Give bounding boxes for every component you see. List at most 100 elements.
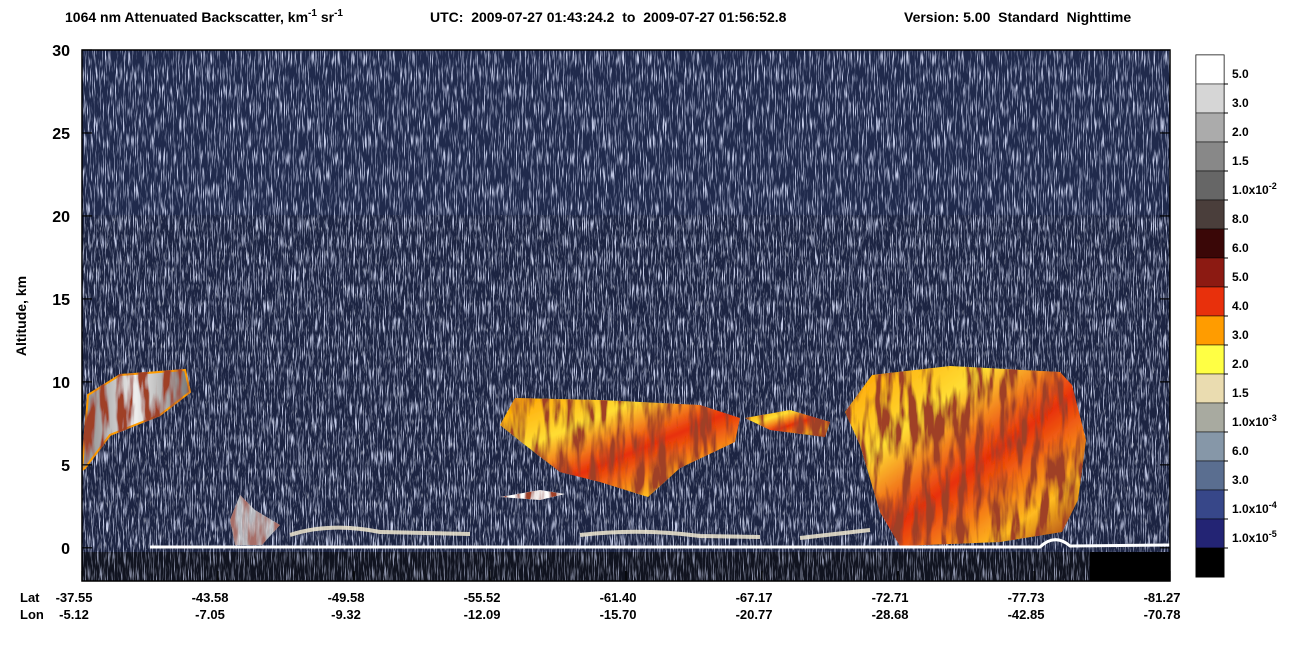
y-tick-label: 20 <box>52 209 70 226</box>
colorbar-box <box>1195 257 1225 288</box>
colorbar-label: 2.0 <box>1232 357 1249 371</box>
colorbar-label: 1.0x10-5 <box>1232 529 1277 545</box>
colorbar-label-text: 2.0 <box>1232 357 1249 371</box>
x-tick-label: -43.58 <box>192 590 229 605</box>
colorbar-label: 1.0x10-3 <box>1232 413 1277 429</box>
subsurface-dark <box>1090 552 1170 581</box>
colorbar-box <box>1195 170 1225 201</box>
x-tick-label: -7.05 <box>195 607 225 622</box>
colorbar-box <box>1195 54 1225 85</box>
surface <box>150 538 1170 549</box>
colorbar-label-text: 3.0 <box>1232 96 1249 110</box>
colorbar-label: 3.0 <box>1232 96 1249 110</box>
colorbar-box <box>1195 518 1225 549</box>
cloud <box>230 495 280 545</box>
colorbar-box <box>1195 83 1225 114</box>
colorbar-label-text: 1.0x10 <box>1232 183 1269 197</box>
colorbar-label-text: 5.0 <box>1232 270 1249 284</box>
colorbar-label-text: 2.0 <box>1232 125 1249 139</box>
colorbar-label: 2.0 <box>1232 125 1249 139</box>
x-tick-label: -9.32 <box>331 607 361 622</box>
colorbar-label-text: 6.0 <box>1232 241 1249 255</box>
colorbar-label-exp: -2 <box>1269 181 1277 191</box>
title-sup: -1 <box>308 8 317 19</box>
colorbar-label: 1.0x10-2 <box>1232 181 1277 197</box>
y-tick-label: 10 <box>52 375 70 392</box>
x-tick-label: -77.73 <box>1008 590 1045 605</box>
colorbar-label: 8.0 <box>1232 212 1249 226</box>
colorbar-label: 1.5 <box>1232 386 1249 400</box>
x-tick-label: -37.55 <box>56 590 93 605</box>
colorbar-box <box>1195 547 1225 578</box>
cloud <box>82 368 192 472</box>
low-cloud <box>289 525 871 540</box>
x-tick-label: -42.85 <box>1008 607 1045 622</box>
colorbar-label: 1.5 <box>1232 154 1249 168</box>
y-tick-label: 0 <box>61 541 70 558</box>
colorbar-label-text: 1.0x10 <box>1232 531 1269 545</box>
x-tick-label: -15.70 <box>600 607 637 622</box>
colorbar-label-text: 1.0x10 <box>1232 502 1269 516</box>
colorbar-box <box>1195 315 1225 346</box>
colorbar-label: 4.0 <box>1232 299 1249 313</box>
cloud <box>500 490 565 500</box>
colorbar-box <box>1195 431 1225 462</box>
y-tick-label: 5 <box>61 458 70 475</box>
x-tick-label: -67.17 <box>736 590 773 605</box>
colorbar-label-exp: -3 <box>1269 413 1277 423</box>
colorbar-label-exp: -4 <box>1269 500 1277 510</box>
y-axis-label: Altitude, km <box>13 276 29 356</box>
colorbar-label: 3.0 <box>1232 473 1249 487</box>
colorbar-label: 6.0 <box>1232 444 1249 458</box>
colorbar-label: 1.0x10-4 <box>1232 500 1277 516</box>
colorbar-box <box>1195 344 1225 375</box>
colorbar-box <box>1195 199 1225 230</box>
colorbar-label: 5.0 <box>1232 67 1249 81</box>
x-row-name: Lon <box>20 607 44 622</box>
colorbar-label-text: 3.0 <box>1232 473 1249 487</box>
cloud <box>745 410 830 437</box>
chart-title: 1064 nm Attenuated Backscatter, km-1 sr-… <box>65 8 343 25</box>
colorbar-box <box>1195 373 1225 404</box>
y-tick-label: 30 <box>52 43 70 60</box>
title-sup: -1 <box>334 8 343 19</box>
cloud <box>845 366 1086 546</box>
y-tick-label: 25 <box>52 126 70 143</box>
title-part: sr <box>317 9 335 25</box>
colorbar-label-text: 3.0 <box>1232 328 1249 342</box>
colorbar-box <box>1195 112 1225 143</box>
title-part: 1064 nm Attenuated Backscatter, km <box>65 9 308 25</box>
colorbar-box <box>1195 286 1225 317</box>
x-tick-label: -28.68 <box>872 607 909 622</box>
colorbar-label-text: 5.0 <box>1232 67 1249 81</box>
x-tick-label: -5.12 <box>59 607 89 622</box>
x-row-name: Lat <box>20 590 40 605</box>
colorbar-label-text: 1.0x10 <box>1232 415 1269 429</box>
clouds <box>82 366 1086 546</box>
x-tick-label: -12.09 <box>464 607 501 622</box>
colorbar-label: 6.0 <box>1232 241 1249 255</box>
y-tick-label: 15 <box>52 292 70 309</box>
colorbar-label-text: 1.5 <box>1232 386 1249 400</box>
colorbar-box <box>1195 141 1225 172</box>
cloud <box>500 398 740 497</box>
colorbar-label: 5.0 <box>1232 270 1249 284</box>
x-tick-label: -70.78 <box>1144 607 1181 622</box>
curtain <box>82 50 1170 581</box>
x-tick-label: -61.40 <box>600 590 637 605</box>
colorbar-label-text: 4.0 <box>1232 299 1249 313</box>
colorbar-label-text: 8.0 <box>1232 212 1249 226</box>
x-tick-label: -20.77 <box>736 607 773 622</box>
colorbar-label-text: 6.0 <box>1232 444 1249 458</box>
x-tick-label: -81.27 <box>1144 590 1181 605</box>
colorbar-box <box>1195 228 1225 259</box>
colorbar-box <box>1195 460 1225 491</box>
x-tick-label: -49.58 <box>328 590 365 605</box>
colorbar-box <box>1195 489 1225 520</box>
colorbar-label-text: 1.5 <box>1232 154 1249 168</box>
colorbar-label: 3.0 <box>1232 328 1249 342</box>
x-tick-label: -72.71 <box>872 590 909 605</box>
colorbar-box <box>1195 402 1225 433</box>
